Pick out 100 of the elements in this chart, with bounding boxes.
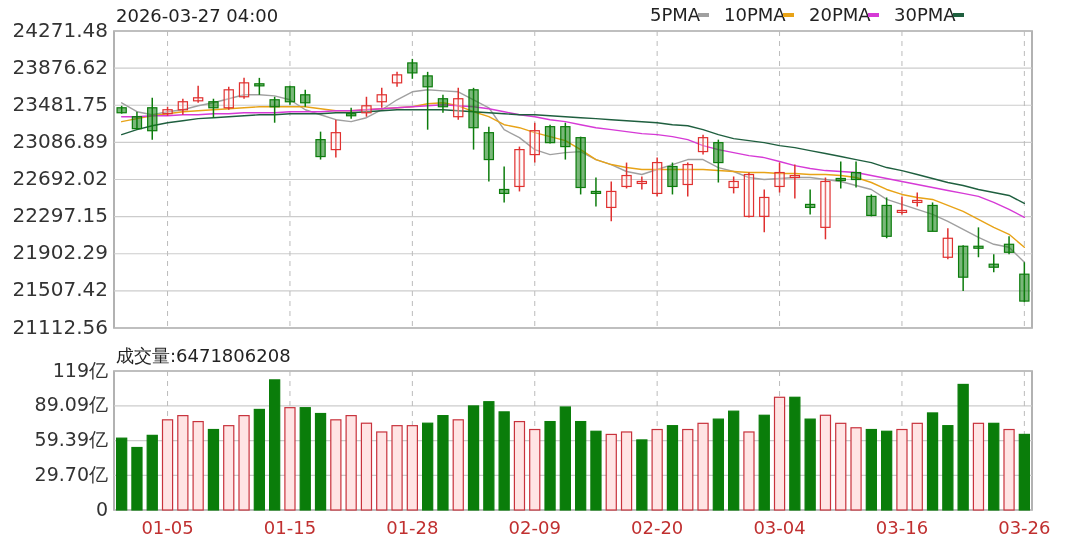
bar: [804, 418, 816, 511]
bar: [835, 422, 847, 511]
bar: [819, 414, 832, 511]
x-tick-label: 01-05: [141, 517, 194, 538]
bar: [146, 434, 158, 511]
bar: [269, 379, 281, 511]
y-tick-label: 23086.89: [12, 128, 108, 153]
bar: [376, 431, 388, 511]
candlestick: [208, 97, 219, 119]
legend-label: 30PMA: [894, 4, 957, 25]
bar: [636, 439, 648, 511]
candlestick: [651, 156, 663, 198]
candlestick: [361, 96, 372, 118]
candlestick: [407, 58, 418, 80]
candlestick: [544, 123, 556, 145]
candlestick: [269, 96, 280, 124]
candlestick: [789, 163, 801, 200]
y-tick-label: 23481.75: [12, 91, 108, 116]
candlestick: [575, 135, 586, 196]
bar: [942, 425, 954, 511]
candlestick: [881, 196, 892, 240]
x-tick-label: 03-04: [753, 517, 806, 538]
bar: [284, 407, 296, 511]
y-tick-label: 21902.29: [12, 240, 108, 265]
bar: [314, 412, 327, 511]
candlestick: [774, 161, 785, 194]
candlestick: [667, 161, 678, 196]
candlestick: [468, 87, 479, 151]
y-tick-label: 29.70亿: [34, 462, 108, 485]
candlestick: [1003, 235, 1015, 255]
bar: [1018, 433, 1030, 511]
bar: [207, 428, 220, 511]
bar: [926, 412, 939, 511]
candlestick: [529, 121, 540, 164]
candlestick: [590, 176, 602, 208]
bar: [452, 419, 464, 511]
bar: [529, 428, 541, 511]
chart-title: 2026-03-27 04:00: [116, 5, 279, 26]
candlestick: [330, 118, 342, 159]
bar: [620, 431, 633, 511]
bar: [253, 408, 265, 511]
candlestick: [835, 160, 846, 190]
bar: [131, 446, 143, 511]
candlestick: [759, 188, 770, 234]
bar: [896, 428, 908, 511]
y-tick-label: 0: [95, 497, 108, 520]
candlestick: [131, 110, 143, 131]
candlestick: [437, 94, 449, 114]
candlestick: [850, 160, 862, 189]
candlestick: [973, 226, 984, 259]
candlestick: [697, 133, 709, 156]
y-tick-label: 89.09亿: [34, 393, 108, 416]
bar: [223, 425, 235, 511]
chart-title: 成交量:6471806208: [116, 345, 291, 366]
candlestick: [804, 188, 816, 216]
x-tick-label: 02-20: [630, 517, 684, 538]
y-tick-label: 21112.56: [12, 314, 108, 339]
candlestick: [621, 161, 632, 190]
bar: [422, 422, 434, 511]
bar: [651, 428, 663, 511]
candlestick: [223, 86, 234, 111]
bar: [789, 396, 801, 511]
bar: [712, 418, 724, 511]
bar: [345, 415, 357, 511]
bar: [330, 419, 342, 511]
candlestick: [606, 180, 617, 223]
candlestick: [866, 193, 877, 218]
bar: [988, 422, 1000, 511]
legend-label: 5PMA: [650, 4, 701, 25]
x-tick-label: 03-26: [998, 517, 1051, 538]
bar: [299, 407, 311, 511]
candlestick: [192, 85, 204, 104]
bar: [850, 427, 862, 511]
bar: [682, 428, 694, 511]
bar: [406, 425, 418, 511]
bar: [972, 422, 985, 511]
y-tick-label: 22297.15: [12, 203, 108, 228]
candlestick: [560, 121, 571, 161]
bar: [957, 383, 969, 511]
candlestick: [820, 176, 831, 241]
bar: [666, 425, 679, 511]
candlestick: [942, 227, 954, 260]
x-tick-label: 02-09: [508, 517, 561, 538]
y-tick-label: 21507.42: [12, 277, 108, 302]
bar: [559, 406, 571, 511]
bar: [192, 420, 204, 511]
bar: [161, 419, 174, 511]
y-tick-label: 59.39亿: [34, 428, 108, 451]
candlestick: [177, 97, 189, 116]
candlestick: [422, 71, 433, 131]
candlestick: [743, 171, 755, 219]
legend-label: 10PMA: [724, 4, 787, 25]
bar: [758, 414, 770, 511]
bar: [498, 411, 510, 511]
candlestick: [147, 97, 158, 141]
y-tick-label: 24271.48: [12, 17, 108, 42]
bar: [467, 405, 480, 511]
x-tick-label: 01-15: [263, 517, 317, 538]
y-tick-label: 119亿: [52, 358, 108, 381]
bar: [773, 396, 786, 511]
